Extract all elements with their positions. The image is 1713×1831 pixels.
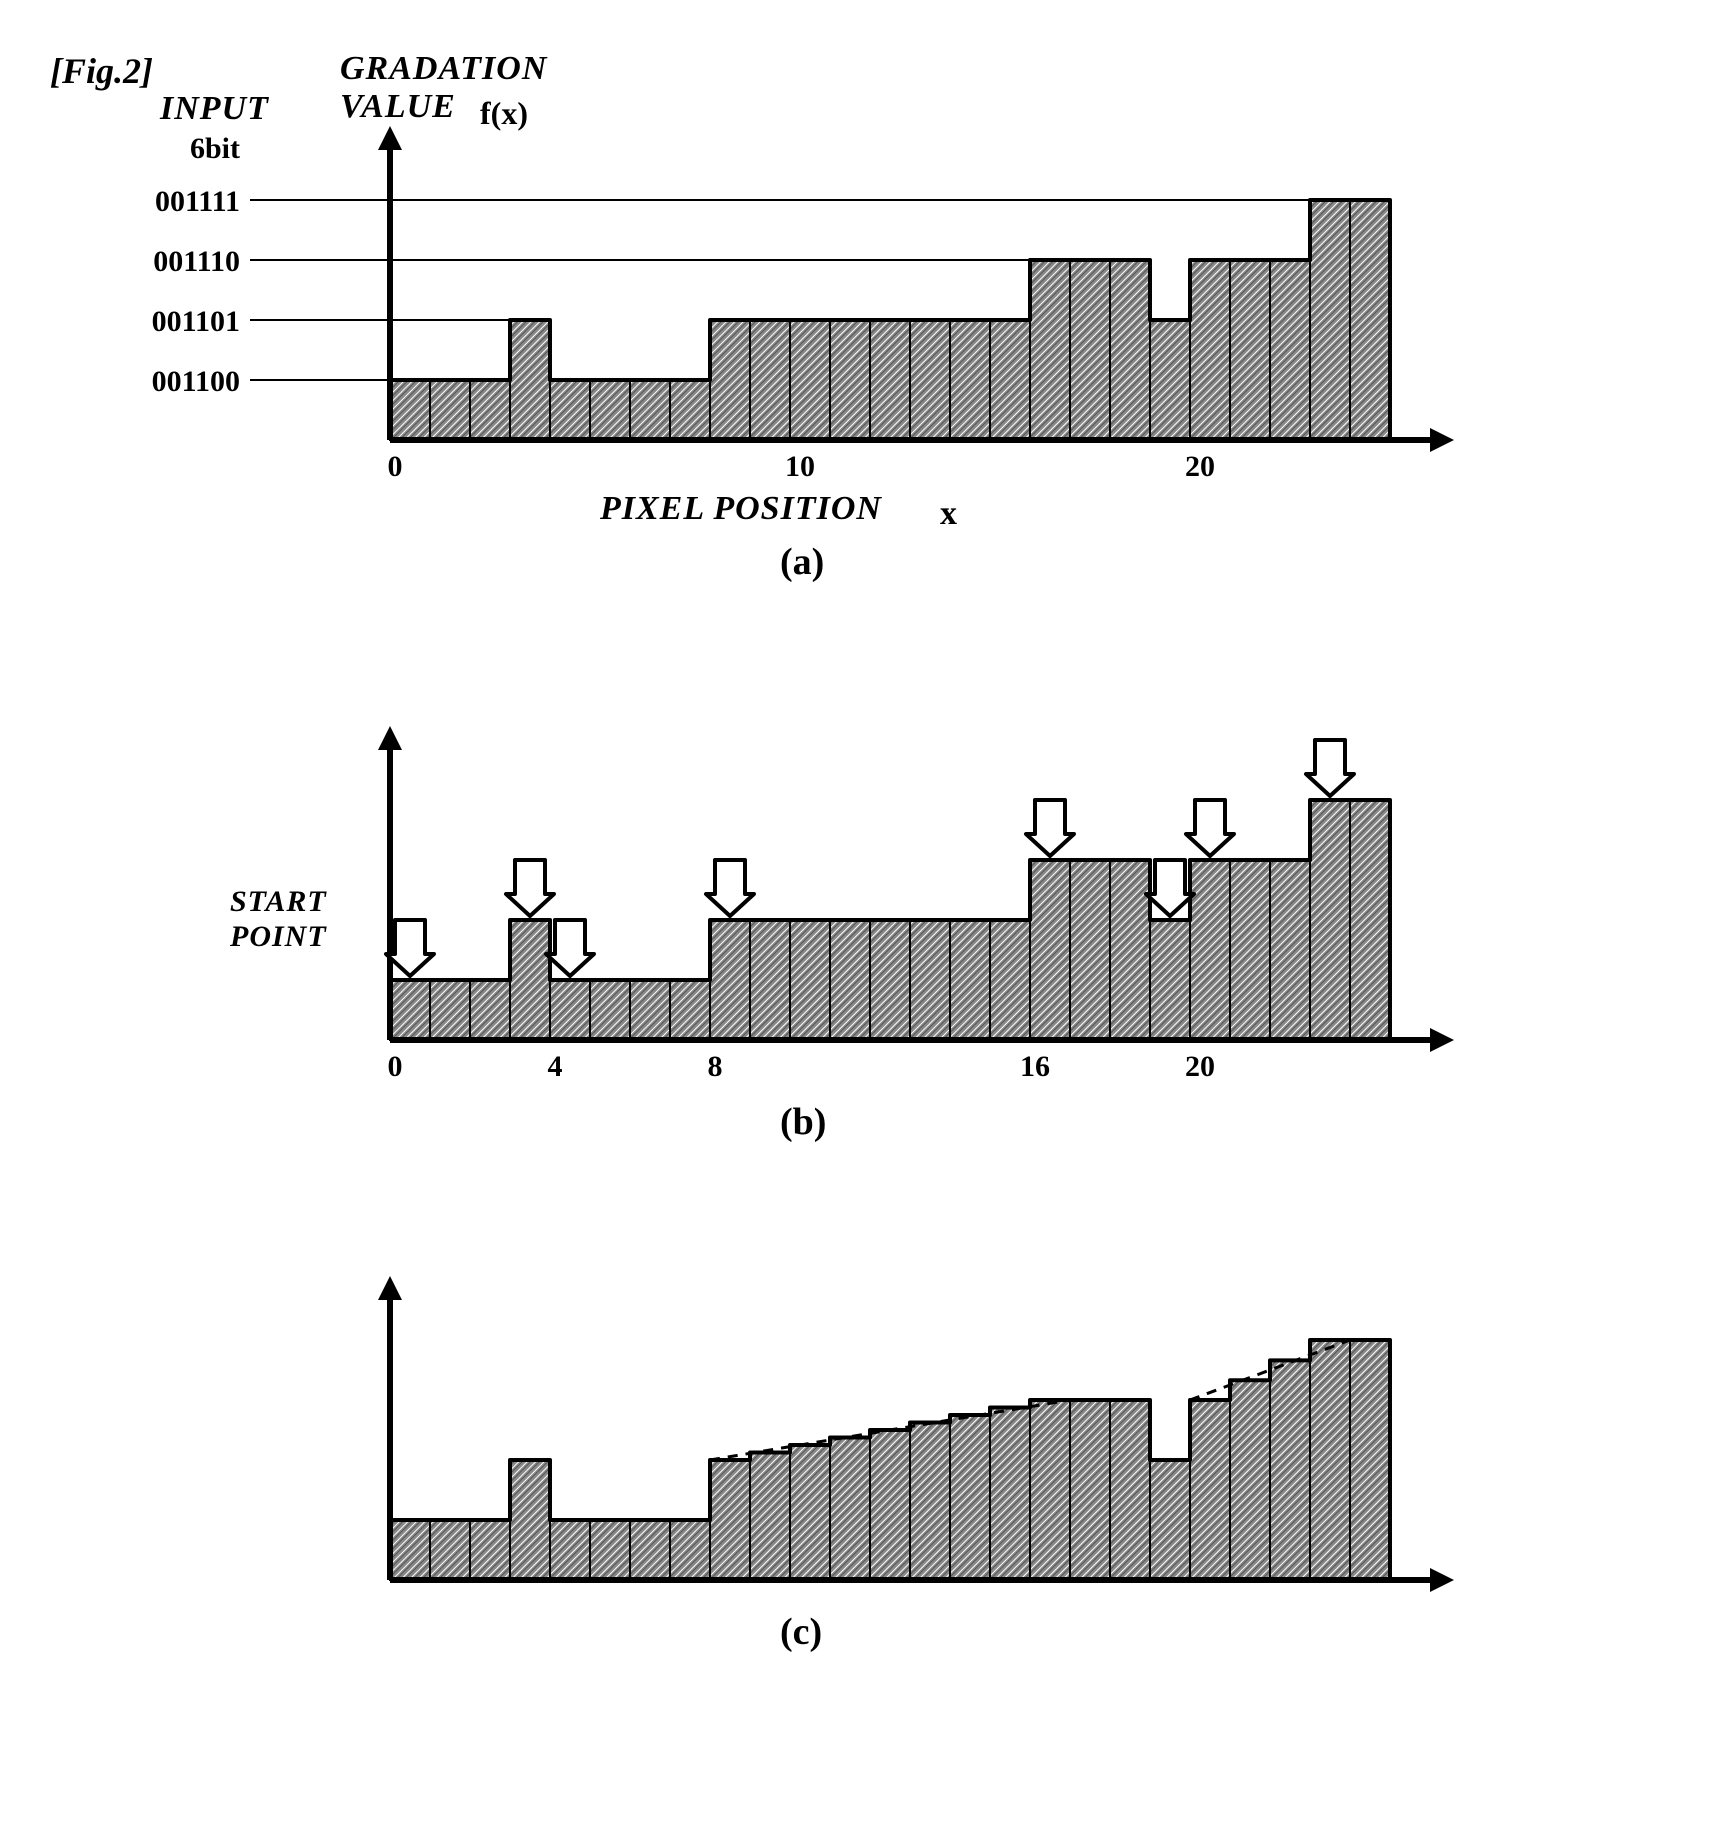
sublabel-a: (a): [780, 540, 824, 584]
xtick-b-16: 16: [1010, 1050, 1060, 1084]
chart-c-svg: [40, 1210, 1640, 1650]
chart-a-svg: [40, 40, 1640, 510]
chart-b-svg: [40, 640, 1640, 1110]
x-var-a: x: [940, 495, 957, 533]
xtick-b-0: 0: [375, 1050, 415, 1084]
figure-container: [Fig.2] GRADATION VALUE f(x) INPUT 6bit …: [40, 40, 1673, 1791]
sublabel-c: (c): [780, 1610, 822, 1654]
panel-b: START POINT 0 4 8 16 20 (b): [40, 640, 1640, 1180]
x-axis-label-a: PIXEL POSITION: [600, 490, 882, 528]
xtick-a-0: 0: [375, 450, 415, 484]
xtick-a-20: 20: [1170, 450, 1230, 484]
panel-a: GRADATION VALUE f(x) INPUT 6bit 001111 0…: [40, 40, 1640, 600]
xtick-b-20: 20: [1170, 1050, 1230, 1084]
xtick-a-10: 10: [770, 450, 830, 484]
panel-c: (c): [40, 1210, 1640, 1730]
xtick-b-4: 4: [535, 1050, 575, 1084]
sublabel-b: (b): [780, 1100, 826, 1144]
xtick-b-8: 8: [695, 1050, 735, 1084]
